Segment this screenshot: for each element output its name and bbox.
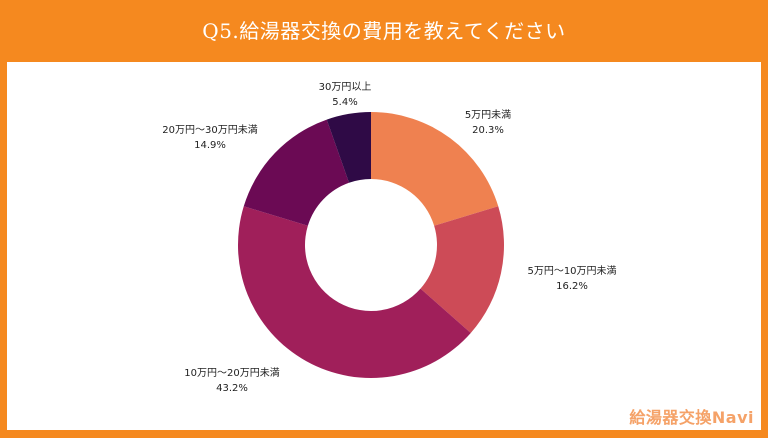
slice-value-label-1: 20.3%	[472, 125, 504, 136]
slice-label-2: 5万円〜10万円未満	[527, 265, 616, 277]
donut-slice-5	[326, 112, 371, 183]
slice-value-label-4: 14.9%	[194, 140, 226, 151]
slice-label-1: 5万円未満	[465, 109, 511, 121]
donut-slice-2	[420, 206, 504, 333]
donut-slice-4	[243, 119, 350, 226]
brand-logo-text: 給湯器交換Navi	[629, 408, 754, 427]
slice-value-label-5: 5.4%	[332, 97, 357, 108]
slice-label-4: 20万円〜30万円未満	[162, 124, 257, 136]
slice-value-label-2: 16.2%	[556, 281, 588, 292]
slice-value-label-3: 43.2%	[216, 383, 248, 394]
donut-slice-1	[371, 112, 499, 226]
slice-label-5: 30万円以上	[319, 81, 372, 93]
slice-label-3: 10万円〜20万円未満	[184, 367, 279, 379]
chart-title: Q5.給湯器交換の費用を教えてください	[202, 19, 566, 43]
donut-slice-3	[238, 206, 471, 378]
